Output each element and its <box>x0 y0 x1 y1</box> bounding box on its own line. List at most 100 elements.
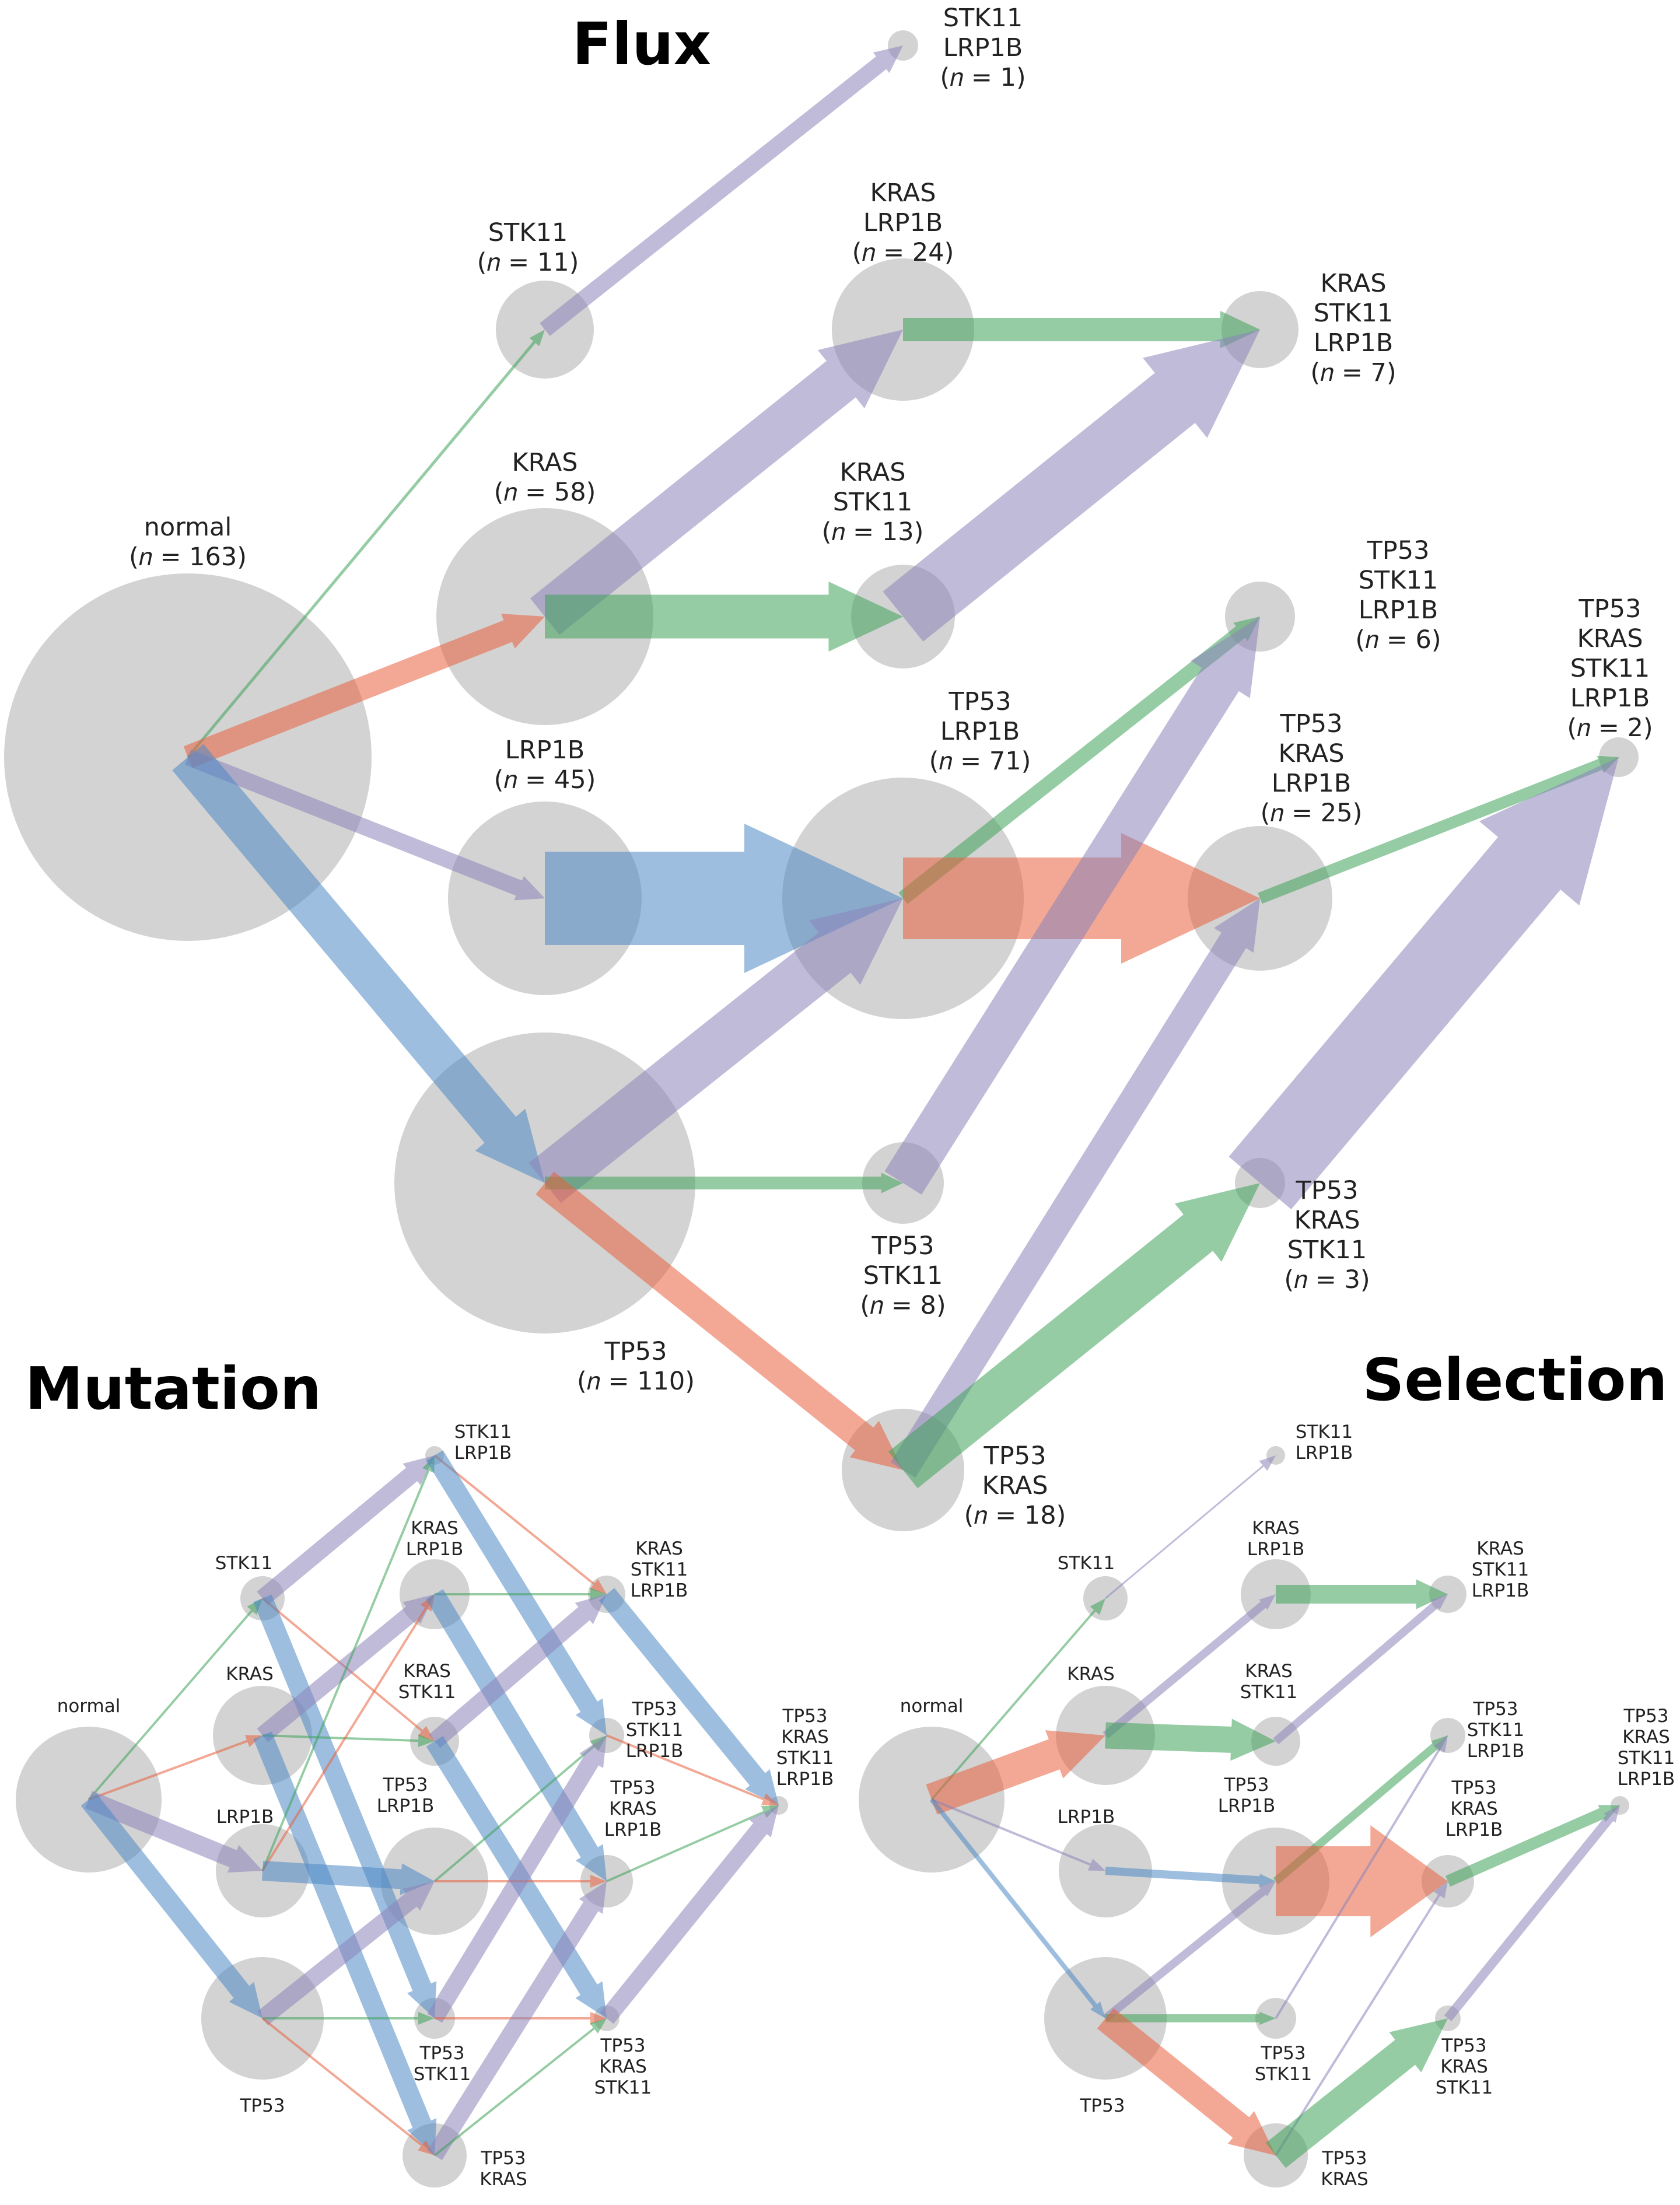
arrow-normal-to-kras <box>88 1735 263 1801</box>
arrow-kras-to-kras-lrp1b <box>1102 1594 1276 1739</box>
selection-title: Selection <box>1362 1346 1667 1414</box>
arrow-stk11-lrp1b-to-kras-stk11-lrp1b <box>433 1454 607 1594</box>
label-tp53-kras: TP53 KRAS <box>1321 2148 1368 2190</box>
flux-title: Flux <box>572 10 711 78</box>
arrow-kras-stk11-to-kras-stk11-lrp1b <box>883 330 1260 642</box>
arrow-tp53-stk11-to-tp53-stk11-lrp1b <box>884 617 1260 1195</box>
arrow-tp53-kras-to-tp53-kras-stk11 <box>1265 2018 1448 2168</box>
arrow-tp53-to-tp53-lrp1b <box>1102 1881 1276 2022</box>
arrow-normal-to-tp53 <box>80 1793 262 2018</box>
arrow-tp53-to-tp53-kras <box>536 1171 903 1470</box>
label-stk11-lrp1b: STK11 LRP1B <box>454 1422 512 1464</box>
label-tp53-stk11: TP53 STK11 <box>1255 2043 1312 2085</box>
arrow-stk11-to-stk11-lrp1b <box>1105 1455 1276 1600</box>
label-kras: KRAS <box>1067 1664 1115 1685</box>
label-kras-stk11: KRAS STK11 <box>1240 1661 1297 1703</box>
arrow-tp53-lrp1b-to-tp53-kras-lrp1b <box>1276 1825 1448 1937</box>
label-tp53-kras-stk11: TP53 KRAS STK11 <box>1436 2035 1493 2098</box>
arrow-tp53-kras-to-tp53-kras-lrp1b <box>1275 1881 1448 2157</box>
arrow-kras-lrp1b-to-kras-stk11-lrp1b <box>1276 1579 1448 1609</box>
arrow-tp53-to-tp53-stk11 <box>545 1172 903 1194</box>
arrow-lrp1b-to-tp53-lrp1b <box>545 824 903 973</box>
label-normal: normal (𝑛 = 163) <box>129 513 247 572</box>
arrow-tp53-kras-stk11-to-all4 <box>1444 1805 1620 2021</box>
label-tp53-stk11-lrp1b: TP53 STK11 LRP1B <box>1467 1699 1525 1762</box>
label-tp53-kras-lrp1b: TP53 KRAS LRP1B <box>604 1777 662 1840</box>
arrow-kras-to-kras-stk11 <box>545 582 903 652</box>
flux-panel: normal (𝑛 = 163) STK11 (𝑛 = 11) KRAS (𝑛 = 58)… <box>4 4 1653 1531</box>
label-stk11-lrp1b: STK11 LRP1B (𝑛 = 1) <box>940 4 1026 92</box>
arrow-stk11-lrp1b-to-tp53-stk11-lrp1b <box>426 1450 607 1735</box>
arrow-lrp1b-to-stk11-lrp1b <box>261 1455 435 1871</box>
arrow-tp53-to-tp53-lrp1b <box>528 898 903 1203</box>
mutation-title: Mutation <box>25 1354 321 1423</box>
arrow-normal-to-stk11 <box>930 1598 1105 1801</box>
label-tp53-stk11: TP53 STK11 <box>414 2043 471 2085</box>
arrow-tp53-kras-to-tp53-kras-stk11 <box>888 1183 1260 1489</box>
arrow-lrp1b-to-kras-lrp1b <box>261 1594 435 1872</box>
arrow-tp53-kras-to-tp53-kras-lrp1b <box>890 898 1260 1478</box>
label-stk11: STK11 (𝑛 = 11) <box>477 218 579 277</box>
label-kras: KRAS <box>226 1664 274 1685</box>
arrow-tp53-to-tp53-kras <box>1097 2008 1276 2155</box>
arrow-tp53-lrp1b-to-tp53-stk11-lrp1b <box>433 1735 607 1882</box>
label-kras-stk11-lrp1b: KRAS STK11 LRP1B <box>631 1538 688 1601</box>
label-all4: TP53 KRAS STK11 LRP1B <box>1618 1706 1675 1790</box>
arrow-normal-to-tp53 <box>172 744 545 1183</box>
label-lrp1b: LRP1B <box>216 1807 274 1828</box>
arrow-kras-lrp1b-to-kras-stk11-lrp1b <box>435 1588 607 1601</box>
arrow-tp53-kras-to-tp53-kras-stk11 <box>433 2018 607 2157</box>
label-tp53-kras-lrp1b: TP53 KRAS LRP1B <box>1446 1777 1503 1840</box>
label-kras-lrp1b: KRAS LRP1B <box>406 1518 464 1560</box>
label-tp53-kras-stk11: TP53 KRAS STK11 (𝑛 = 3) <box>1284 1176 1370 1294</box>
arrow-kras-to-kras-stk11 <box>262 1734 435 1747</box>
label-tp53-stk11-lrp1b: TP53 STK11 LRP1B (𝑛 = 6) <box>1355 536 1441 654</box>
arrow-tp53-kras-lrp1b-to-all4 <box>1258 755 1619 904</box>
arrow-tp53-lrp1b-to-tp53-stk11-lrp1b <box>898 617 1260 904</box>
label-tp53: TP53 (𝑛 = 110) <box>577 1337 695 1396</box>
label-all4: TP53 KRAS STK11 LRP1B <box>776 1706 834 1790</box>
label-tp53-lrp1b: TP53 LRP1B <box>1218 1774 1276 1817</box>
arrow-tp53-kras-stk11-to-all4 <box>600 1805 779 2024</box>
label-tp53-stk11-lrp1b: TP53 STK11 LRP1B <box>626 1699 684 1762</box>
arrow-tp53-stk11-to-tp53-stk11-lrp1b <box>1275 1735 1448 2019</box>
arrow-kras-stk11-lrp1b-to-all4 <box>598 1588 779 1805</box>
label-tp53-lrp1b: TP53 LRP1B <box>377 1774 435 1817</box>
arrow-normal-to-lrp1b <box>184 750 545 901</box>
label-lrp1b: LRP1B <box>1058 1807 1115 1828</box>
arrow-normal-to-stk11 <box>187 330 545 758</box>
label-normal: normal <box>57 1696 121 1717</box>
arrow-tp53-kras-stk11-to-all4 <box>1228 757 1619 1210</box>
arrow-kras-stk11-to-kras-stk11-lrp1b <box>429 1594 607 1748</box>
label-tp53-kras: TP53 KRAS <box>480 2148 527 2190</box>
label-tp53-kras-stk11: TP53 KRAS STK11 <box>594 2035 652 2098</box>
label-kras-lrp1b: KRAS LRP1B <box>1247 1518 1305 1560</box>
label-tp53: TP53 <box>239 2095 285 2116</box>
arrow-tp53-stk11-lrp1b-to-all4 <box>606 1734 779 1805</box>
arrow-tp53-to-tp53-stk11 <box>262 2012 435 2025</box>
label-kras-stk11-lrp1b: KRAS STK11 LRP1B (𝑛 = 7) <box>1310 269 1396 387</box>
label-tp53-lrp1b: TP53 LRP1B (𝑛 = 71) <box>929 687 1031 776</box>
label-all4: TP53 KRAS STK11 LRP1B (𝑛 = 2) <box>1567 594 1653 743</box>
label-stk11: STK11 <box>1058 1553 1115 1574</box>
arrow-kras-to-kras-stk11 <box>1105 1718 1276 1761</box>
arrow-kras-stk11-to-kras-stk11-lrp1b <box>1273 1594 1448 1745</box>
arrow-stk11-to-stk11-lrp1b <box>257 1455 435 1605</box>
label-kras-lrp1b: KRAS LRP1B (𝑛 = 24) <box>852 178 954 267</box>
arrow-normal-to-lrp1b <box>931 1798 1105 1871</box>
arrow-lrp1b-to-tp53-lrp1b <box>1105 1867 1276 1887</box>
label-kras-stk11-lrp1b: KRAS STK11 LRP1B <box>1472 1538 1530 1601</box>
arrow-tp53-kras-lrp1b-to-all4 <box>606 1805 779 1882</box>
arrow-tp53-kras-to-tp53-kras-lrp1b <box>427 1881 607 2160</box>
label-kras-stk11: KRAS STK11 <box>398 1661 456 1703</box>
label-stk11: STK11 <box>215 1553 272 1574</box>
arrow-tp53-kras-lrp1b-to-all4 <box>1446 1805 1620 1887</box>
arrow-tp53-stk11-to-tp53-stk11-lrp1b <box>427 1735 607 2023</box>
label-tp53: TP53 <box>1079 2095 1125 2116</box>
label-tp53-stk11: TP53 STK11 (𝑛 = 8) <box>860 1231 946 1320</box>
label-kras-stk11: KRAS STK11 (𝑛 = 13) <box>822 458 924 547</box>
label-tp53-kras-lrp1b: TP53 KRAS LRP1B (𝑛 = 25) <box>1261 709 1363 828</box>
